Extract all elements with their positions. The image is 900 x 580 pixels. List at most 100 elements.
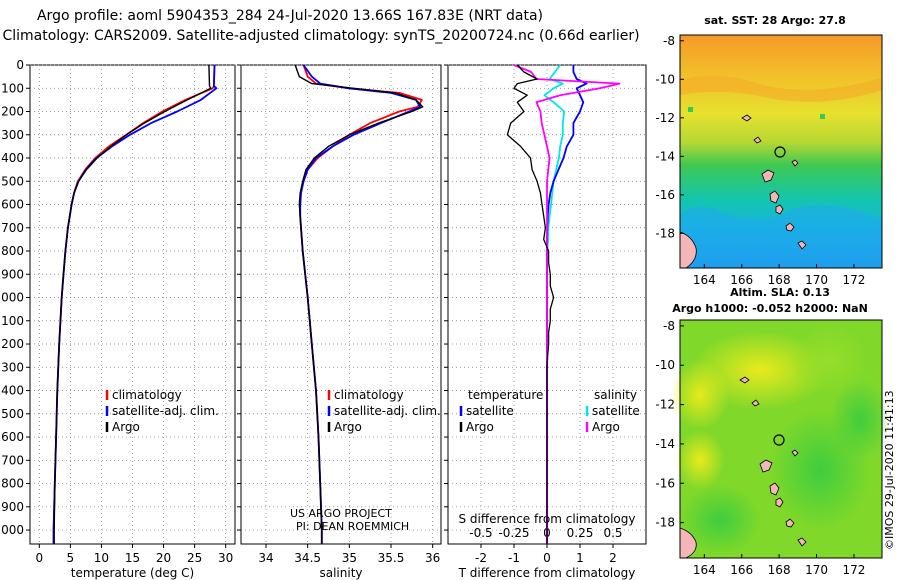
x-tick-label: 36 [425,551,440,565]
depth-tick-label: 1400 [0,384,24,398]
depth-tick-label: 1000 [0,291,24,305]
x-axis-label: salinity [319,566,362,580]
x-tick-label: 5 [67,551,75,565]
depth-tick-label: 400 [1,151,24,165]
sla-map-islands [679,376,807,559]
imos-watermark: ©IMOS 29-Jul-2020 11:41:13 [883,390,896,550]
temperature-legend-argo-line-label: Argo [112,420,140,434]
map-lon-tick-label: 168 [768,563,791,577]
depth-tick-label: 1700 [0,453,24,467]
map-lat-tick-label: -12 [655,398,675,412]
temperature-diff-argo-line [506,64,555,544]
salinity-argo-line [294,64,424,544]
depth-tick-label: 1600 [0,430,24,444]
depth-tick-label: 1800 [0,477,24,491]
sst-cell [688,107,693,112]
depth-tick-label: 200 [1,105,24,119]
figure-title-line1: Argo profile: aoml 5904353_284 24-Jul-20… [37,8,543,24]
sla-high-area [675,430,725,490]
x-tick-label: 34 [258,551,273,565]
diff-legend-temperature-satellite-label: satellite [466,404,514,418]
temperature-legend-satellite-adj-line-label: satellite-adj. clim. [112,404,219,418]
temperature-argo-line [53,64,212,544]
x-tick-label: 0 [35,551,43,565]
sst-map-frame [679,34,883,269]
salinity-satellite-adj-line [299,64,422,544]
salinity-diff-tick-label: -0.25 [498,526,529,540]
sla-map-frame [679,319,883,559]
depth-tick-label: 800 [1,244,24,258]
sst-warm-band [680,75,882,102]
float-location-marker [774,146,786,158]
map-lon-tick-label: 170 [805,273,828,287]
salinity-diff-tick-label: 0.5 [603,526,622,540]
x-tick-label: 0 [543,551,551,565]
map-lat-tick-label: -10 [655,358,675,372]
salinity-diff-tick-label: -0.5 [469,526,492,540]
map-lat-tick-label: -18 [655,226,675,240]
x-tick-label: 2 [609,551,617,565]
figure-title-line2: Climatology: CARS2009. Satellite-adjuste… [2,28,639,44]
map-lat-tick-label: -16 [655,188,675,202]
map-lat-tick-label: -14 [655,149,675,163]
salinity-diff-tick-label: 0.25 [567,526,594,540]
x-tick-label: 35.5 [378,551,405,565]
depth-tick-label: 300 [1,128,24,142]
map-lon-tick-label: 170 [805,563,828,577]
diff-legend-temperature-argo-label: Argo [466,420,494,434]
map-lat-tick-label: -8 [663,319,675,333]
diff-legend-title-salinity: salinity [594,388,637,402]
depth-tick-label: 1100 [0,314,24,328]
sla-map-title-line2: Argo h1000: -0.052 h2000: NaN [672,302,868,315]
temperature-satellite-adj-line [52,64,218,544]
x-tick-label: 30 [218,551,233,565]
sla-map-title-line1: Altim. SLA: 0.13 [730,286,830,299]
map-lon-tick-label: 168 [768,273,791,287]
sst-map-islands [679,114,807,269]
map-lon-tick-label: 172 [842,563,865,577]
salinity-profile-panel: 34 34.5 35 35.5 36 salinity climatology satelli… [237,64,442,580]
sla-map [670,319,890,559]
depth-tick-label: 2000 [0,523,24,537]
float-location-marker [773,434,785,446]
map-lat-tick-label: -16 [655,476,675,490]
depth-tick-label: 600 [1,198,24,212]
salinity-legend-satellite-adj-line-label: satellite-adj. clim. [334,404,441,418]
x-tick-label: -2 [475,551,487,565]
x-tick-label: 1 [576,551,584,565]
map-lat-tick-label: -12 [655,111,675,125]
credit-line2: PI: DEAN ROEMMICH [296,520,409,533]
salinity-legend-climatology-line-label: climatology [334,388,404,402]
x-tick-label: 15 [125,551,140,565]
depth-tick-label: 1300 [0,360,24,374]
sst-map-axes: 164 166 168 170 172 -8 -10 -12 -14 -16 -18 [655,34,865,287]
sst-cool-band [680,204,882,268]
sla-low-area [680,485,760,555]
diff-legend-salinity-satellite-label: satellite [592,404,640,418]
sst-map [679,34,883,269]
diff-legend-title-temperature: temperature [468,388,543,402]
x-axis-label: temperature (deg C) [71,566,194,580]
x-axis-label: T difference from climatology [458,566,636,580]
plot-frame [240,64,442,545]
sla-map-axes: 164 166 168 170 172 -8 -10 -12 -14 -16 -18 [655,319,865,577]
map-lat-tick-label: -8 [663,34,675,48]
sla-high-area [670,360,730,430]
salinity-legend-argo-line-label: Argo [334,420,362,434]
sla-low-area [830,380,890,460]
difference-profile-panel: -2 -1 0 1 2T difference from climatology -0.5… [444,64,647,580]
x-tick-label: 20 [156,551,171,565]
depth-tick-label: 1900 [0,500,24,514]
sst-map-title: sat. SST: 28 Argo: 27.8 [704,14,846,27]
sla-mid-area [790,322,870,398]
credit-line1: US ARGO PROJECT [290,507,392,520]
sst-cell [820,114,825,119]
temperature-profile-panel: 0 5 10 15 20 25 300100200300400500600700800900… [0,58,236,580]
depth-tick-label: 1200 [0,337,24,351]
map-lat-tick-label: -18 [655,516,675,530]
temperature-climatology-line [52,64,216,544]
map-lat-tick-label: -14 [655,437,675,451]
map-lon-tick-label: 166 [730,273,753,287]
map-lon-tick-label: 164 [693,273,716,287]
